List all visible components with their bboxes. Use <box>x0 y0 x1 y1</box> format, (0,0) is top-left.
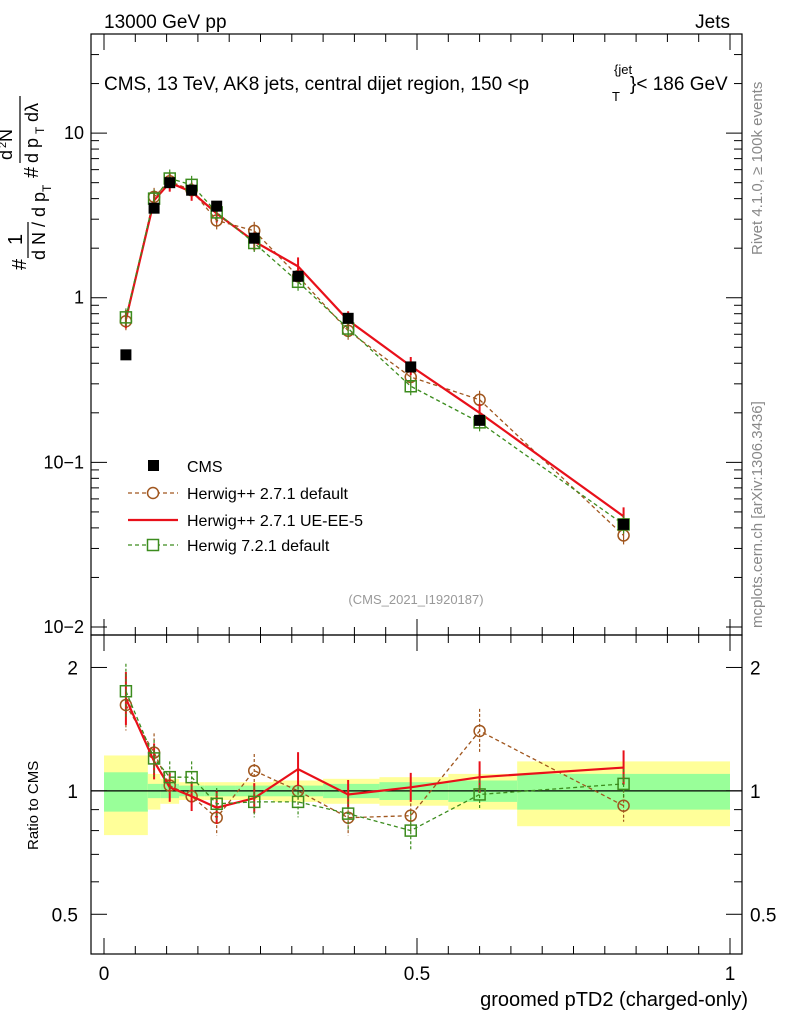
main-point-square <box>119 311 133 324</box>
plot-title-sup: {jet <box>614 62 632 77</box>
main-point-cms <box>342 312 354 324</box>
ratio-ticks: 0.5 0.5 1 1 2 2 0 0.5 1 <box>52 635 776 985</box>
x-tick-label: 1 <box>725 964 736 985</box>
y-tick-label: 10 <box>64 123 84 143</box>
ratio-point-square <box>147 752 161 765</box>
legend-label-herwigpp-ueee5: Herwig++ 2.7.1 UE-EE-5 <box>187 513 363 530</box>
svg-text:d N / d p: d N / d p <box>29 192 49 260</box>
main-series <box>119 169 630 545</box>
main-point-square <box>404 379 417 393</box>
ratio-point-square <box>247 795 261 809</box>
ratio-point-square <box>163 770 176 784</box>
svg-text:#: # <box>9 258 31 270</box>
ratio-point-square <box>404 824 417 837</box>
ratio-point-circle <box>473 724 486 738</box>
ratio-point-circle <box>247 764 261 777</box>
main-point-cms <box>618 518 630 530</box>
plot-title: CMS, 13 TeV, AK8 jets, central dijet reg… <box>104 74 529 95</box>
ratio-line-2 <box>125 690 624 832</box>
legend-label-herwigpp-default: Herwig++ 2.7.1 default <box>187 486 349 503</box>
main-point-cms <box>186 184 198 196</box>
y-tick-label: 1 <box>74 288 84 308</box>
svg-text:N: N <box>0 129 16 142</box>
ratio-point-square <box>185 770 198 784</box>
legend-marker-herwig7-default <box>146 538 160 552</box>
plot-title-sub: T <box>612 89 620 104</box>
main-point-cms <box>148 202 160 214</box>
main-point-cms <box>474 414 486 426</box>
legend: CMS Herwig++ 2.7.1 default Herwig++ 2.7.… <box>128 459 363 555</box>
y-axis-label-main: # 1 d N / d p T # d 2 N d p T dλ <box>0 96 54 270</box>
ratio-y-tick-label-left: 1 <box>67 782 78 803</box>
main-point-cms <box>164 177 176 189</box>
y-tick-label: 10−2 <box>43 617 84 637</box>
svg-text:1: 1 <box>5 234 27 245</box>
ratio-point-square <box>473 788 486 801</box>
ratio-point-square <box>341 807 355 820</box>
x-tick-label: 0.5 <box>404 964 430 985</box>
svg-text:#: # <box>21 166 43 178</box>
ratio-series <box>119 663 630 850</box>
rivet-label: Rivet 4.1.0, ≥ 100k events <box>749 82 766 255</box>
ratio-y-tick-label-right: 0.5 <box>750 905 776 926</box>
svg-text:d: d <box>0 150 16 160</box>
plot-title-end: }< 186 GeV <box>630 74 728 95</box>
svg-text:d p: d p <box>22 138 42 163</box>
legend-label-cms: CMS <box>187 459 223 476</box>
ratio-point-square <box>210 797 223 811</box>
ratio-point-square <box>119 684 133 698</box>
main-point-cms <box>211 200 223 212</box>
analysis-tag: (CMS_2021_I1920187) <box>348 592 483 607</box>
y-tick-label: 10−1 <box>43 452 84 472</box>
x-tick-label: 0 <box>99 964 110 985</box>
ratio-y-tick-label-right: 2 <box>750 658 761 679</box>
main-point-cms <box>248 232 260 244</box>
x-axis-label: groomed pTD2 (charged-only) <box>480 989 748 1011</box>
ratio-y-tick-label-right: 1 <box>750 782 761 803</box>
ratio-y-label: Ratio to CMS <box>25 761 42 850</box>
main-line-1 <box>125 180 625 536</box>
header-energy: 13000 GeV pp <box>104 12 227 33</box>
mcplots-label: mcplots.cern.ch [arXiv:1306.3436] <box>749 401 766 628</box>
ratio-point-circle <box>404 809 417 822</box>
ratio-point-square <box>291 795 305 809</box>
svg-text:2: 2 <box>0 142 9 148</box>
main-point-cms <box>405 361 417 373</box>
main-point-cms <box>120 349 132 361</box>
svg-text:T: T <box>40 184 54 192</box>
svg-text:dλ: dλ <box>22 103 42 122</box>
ratio-y-tick-label-left: 2 <box>67 658 78 679</box>
ratio-point-square <box>617 777 630 791</box>
ratio-band-green <box>104 772 148 812</box>
plot-title-main: CMS, 13 TeV, AK8 jets, central dijet reg… <box>104 74 529 95</box>
legend-marker-cms <box>148 460 159 471</box>
svg-text:T: T <box>33 126 47 134</box>
main-point-cms <box>292 270 304 282</box>
ratio-y-tick-label-left: 0.5 <box>52 905 78 926</box>
legend-marker-herwigpp-default <box>146 486 160 500</box>
header-jets: Jets <box>695 12 730 33</box>
ratio-point-circle <box>617 799 630 812</box>
main-ticks: 10−2 10−1 1 10 <box>43 33 742 637</box>
legend-label-herwig7-default: Herwig 7.2.1 default <box>187 538 330 555</box>
